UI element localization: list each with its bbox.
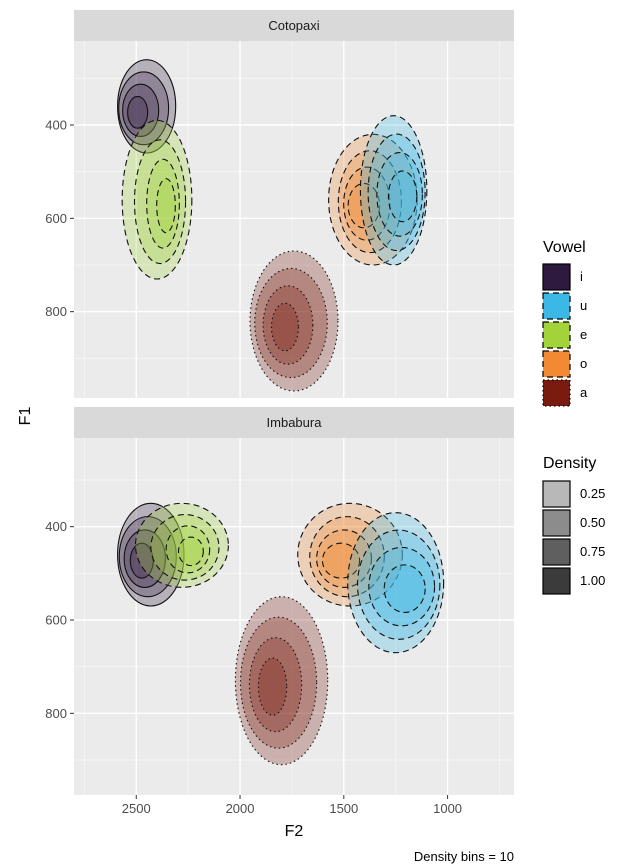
x-tick-label: 1000 [433, 801, 462, 816]
legend-density-key [543, 510, 570, 536]
panel-top-y-axis: 400 600 800 [45, 118, 74, 320]
legend-vowel-label: e [580, 327, 587, 342]
caption: Density bins = 10 [414, 849, 514, 864]
legend-vowel-key-u [543, 293, 570, 319]
y-tick-label: 800 [45, 706, 67, 721]
contour-u [388, 171, 416, 222]
legend-density: 0.25 0.50 0.75 1.00 [543, 481, 605, 594]
legend-density-key [543, 568, 570, 594]
contour-u [384, 565, 425, 613]
legend-density-key [543, 539, 570, 565]
legend-density-label: 0.50 [580, 515, 605, 530]
facet-label-top: Cotopaxi [268, 18, 319, 33]
y-axis-title: F1 [17, 407, 34, 426]
y-tick-label: 400 [45, 519, 67, 534]
legend-vowel-label: u [580, 298, 587, 313]
x-tick-label: 1500 [329, 801, 358, 816]
legend-density-label: 1.00 [580, 573, 605, 588]
x-axis-title: F2 [285, 823, 304, 840]
legend-vowel-key-e [543, 322, 570, 348]
legend-vowel-label: a [580, 385, 588, 400]
y-tick-label: 600 [45, 613, 67, 628]
contour-e [157, 179, 176, 233]
x-tick-label: 2000 [226, 801, 255, 816]
contour-a [258, 658, 286, 715]
y-tick-label: 400 [45, 118, 67, 133]
legend-vowel-key-a [543, 380, 570, 406]
density-group-a [235, 597, 327, 765]
legend-density-title: Density [543, 455, 596, 472]
y-tick-label: 800 [45, 304, 67, 319]
legend-vowel-label: o [580, 356, 587, 371]
density-group-u [348, 513, 444, 653]
density-group-u [360, 116, 426, 265]
panel-bottom-y-axis: 400 600 800 [45, 519, 74, 721]
contour-e [179, 537, 204, 566]
legend-density-label: 0.75 [580, 544, 605, 559]
density-group-a [250, 251, 338, 391]
x-tick-label: 2500 [122, 801, 151, 816]
facet-label-bottom: Imbabura [267, 415, 323, 430]
legend-density-label: 0.25 [580, 486, 605, 501]
legend-density-key [543, 481, 570, 507]
contour-i [128, 96, 148, 128]
density-group-e [122, 120, 192, 279]
legend-vowel-key-o [543, 351, 570, 377]
x-axis: 2500 2000 1500 1000 [122, 795, 462, 816]
density-group-e [135, 503, 228, 587]
legend-vowel-label: i [580, 269, 583, 284]
legend-vowel-title: Vowel [543, 239, 586, 256]
contour-a [272, 303, 299, 351]
legend-vowel-key-i [543, 264, 570, 290]
y-tick-label: 600 [45, 211, 67, 226]
